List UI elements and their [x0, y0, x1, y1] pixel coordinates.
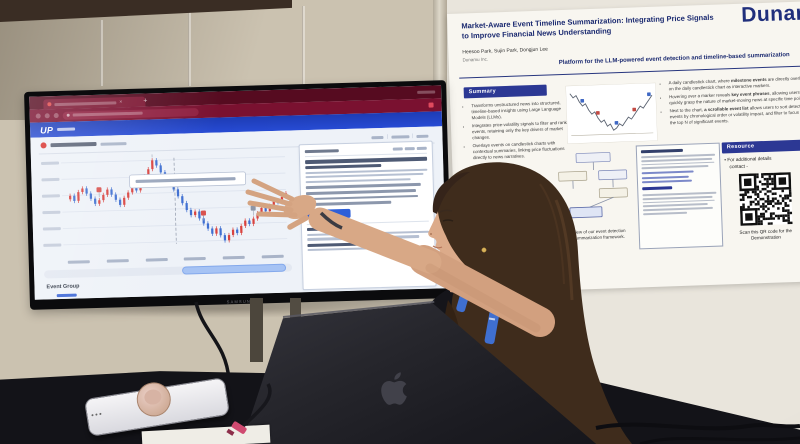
research-poster: Market-Aware Event Timeline Summarizatio…	[447, 1, 800, 294]
presenter-lips	[432, 245, 443, 249]
presenter-eyebrow	[439, 209, 453, 213]
hdmi-connector	[231, 421, 247, 434]
apple-logo	[381, 372, 407, 405]
presenter-eye	[442, 219, 454, 222]
overview-flowchart	[557, 152, 628, 223]
presenter-nostril	[430, 233, 432, 235]
poster-minichart	[565, 82, 658, 144]
presenter-upper-arm	[409, 245, 555, 337]
monitor: × + UP	[24, 80, 452, 310]
price-chart[interactable]	[39, 150, 292, 260]
wall-seam	[188, 12, 191, 86]
hair-highlight	[539, 183, 565, 285]
wall-slot	[250, 298, 263, 362]
earring	[481, 247, 487, 253]
bracelet	[319, 211, 343, 230]
lanyard-strap	[484, 309, 500, 345]
arm-shading	[425, 263, 541, 333]
hair-highlight	[554, 199, 574, 301]
presenter-bangs	[432, 172, 470, 214]
cable	[595, 422, 800, 431]
qr-code	[738, 172, 793, 226]
hdmi-cable	[241, 383, 272, 428]
wall-seam	[302, 6, 305, 86]
dashboard-page: | | Event Group	[30, 126, 447, 300]
monitor-screen: × + UP	[29, 85, 447, 300]
wall-seam	[100, 20, 103, 86]
presenter-fingers	[245, 178, 309, 230]
cable	[639, 436, 800, 444]
